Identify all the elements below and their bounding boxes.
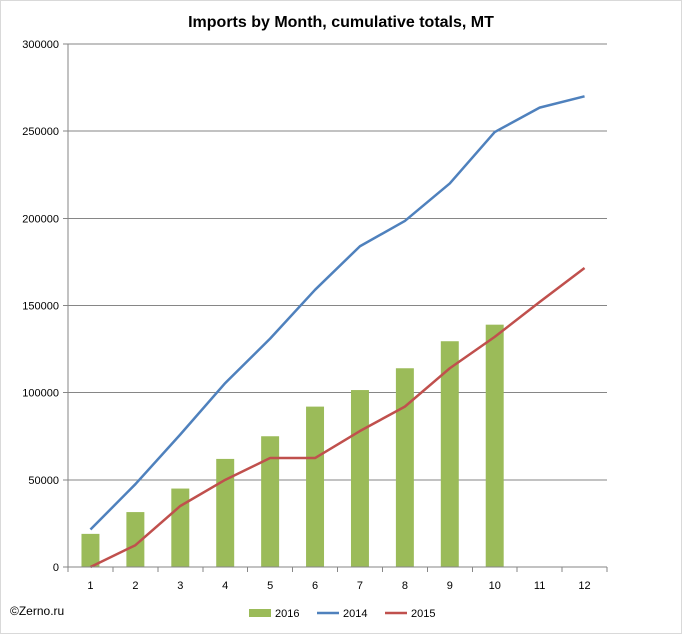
axes xyxy=(63,43,608,572)
x-tick-label: 2 xyxy=(132,580,138,592)
y-tick-label: 300000 xyxy=(22,39,59,51)
y-tick-label: 150000 xyxy=(22,301,59,313)
bar-2016-1 xyxy=(81,533,100,567)
credit-text: ©Zerno.ru xyxy=(10,604,65,618)
y-tick-label: 200000 xyxy=(22,213,59,225)
bar-2016-4 xyxy=(216,458,235,567)
line-2015 xyxy=(89,267,586,569)
y-tick-label: 100000 xyxy=(22,388,59,400)
x-tick-label: 3 xyxy=(177,580,183,592)
bar-2016-8 xyxy=(395,368,414,567)
x-tick-label: 4 xyxy=(222,580,228,592)
chart-title: Imports by Month, cumulative totals, MT xyxy=(188,14,494,31)
bar-2016-9 xyxy=(440,341,459,567)
bar-2016-2 xyxy=(126,512,145,567)
legend-item-2014: 2014 xyxy=(317,608,367,620)
gridlines xyxy=(68,43,607,481)
legend-label: 2014 xyxy=(343,608,367,620)
y-tick-label: 0 xyxy=(53,562,59,574)
x-tick-label: 6 xyxy=(312,580,318,592)
legend-swatch xyxy=(249,609,271,617)
legend-label: 2015 xyxy=(411,608,435,620)
legend-label: 2016 xyxy=(275,608,299,620)
bar-2016-6 xyxy=(306,406,325,567)
x-tick-label: 12 xyxy=(578,580,590,592)
bar-series xyxy=(81,324,504,567)
y-tick-label: 50000 xyxy=(28,475,59,487)
y-tick-labels: 0 50000 100000 150000 200000 250000 300000 xyxy=(22,39,59,574)
x-tick-label: 5 xyxy=(267,580,273,592)
x-tick-labels: 1 2 3 4 5 6 7 8 9 10 11 12 xyxy=(87,580,590,592)
bar-2016-5 xyxy=(261,436,280,567)
legend-item-2015: 2015 xyxy=(385,608,435,620)
legend-item-2016: 2016 xyxy=(249,608,299,620)
legend: 2016 2014 2015 xyxy=(249,608,435,620)
bar-2016-7 xyxy=(350,390,369,567)
x-tick-label: 9 xyxy=(447,580,453,592)
x-tick-label: 10 xyxy=(489,580,501,592)
x-tick-label: 11 xyxy=(534,580,545,592)
x-tick-label: 7 xyxy=(357,580,363,592)
line-2014 xyxy=(89,95,585,531)
x-tick-label: 8 xyxy=(402,580,408,592)
line-series xyxy=(89,95,586,569)
bar-2016-10 xyxy=(485,324,504,567)
y-tick-label: 250000 xyxy=(22,126,59,138)
bar-2016-3 xyxy=(171,488,190,567)
x-tick-label: 1 xyxy=(87,580,93,592)
